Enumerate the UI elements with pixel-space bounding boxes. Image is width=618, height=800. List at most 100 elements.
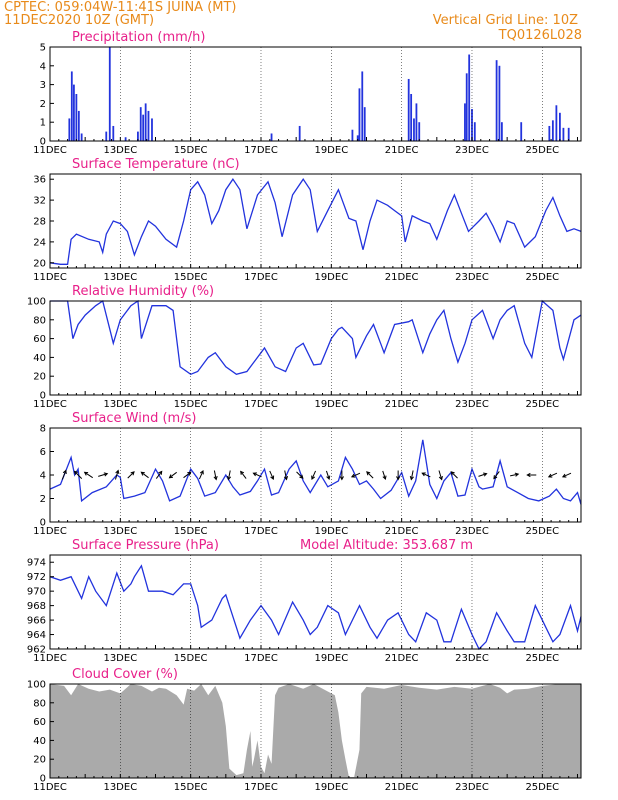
y-tick-label: 6: [40, 447, 46, 458]
x-tick-label: 13DEC: [103, 526, 137, 537]
precip-bar: [75, 94, 78, 141]
x-tick-label: 23DEC: [455, 653, 489, 664]
x-tick-label: 21DEC: [385, 526, 419, 537]
precip-bar: [151, 118, 153, 141]
precip-bar: [468, 54, 471, 141]
temperature-panel: Surface Temperature (nC) 20 24 28 32 36 11DEC 1…: [33, 157, 582, 283]
precip-bar: [363, 107, 366, 141]
wind-arrow: [73, 470, 83, 479]
y-tick-label: 20: [33, 258, 46, 269]
panel-frame: [49, 300, 582, 396]
y-tick-label: 964: [27, 630, 46, 641]
panel-title: Surface Temperature (nC): [72, 157, 240, 172]
wind-arrow: [561, 472, 572, 478]
x-tick-label: 13DEC: [103, 653, 137, 664]
wind-arrow: [510, 472, 520, 477]
wind-arrow: [168, 471, 177, 479]
wind-arrow: [269, 470, 275, 481]
wind-arrow: [350, 472, 361, 478]
x-tick-label: 13DEC: [103, 145, 137, 156]
wind-arrow: [83, 471, 94, 479]
precip-bar: [551, 120, 554, 141]
precip-bar: [562, 127, 565, 141]
panel-title: Precipitation (mm/h): [72, 30, 205, 45]
x-tick-label: 19DEC: [314, 782, 348, 793]
x-tick-label: 13DEC: [103, 782, 137, 793]
precip-bar: [356, 135, 359, 141]
precip-bar: [137, 131, 139, 141]
panel-frame: [49, 46, 582, 142]
precip-bar: [351, 129, 354, 141]
wind-arrow: [198, 469, 204, 480]
x-tick-label: 23DEC: [455, 526, 489, 537]
precip-bar: [410, 94, 413, 141]
precip-bar: [68, 118, 71, 141]
y-tick-label: 5: [40, 43, 46, 54]
x-tick-label: 11DEC: [33, 653, 67, 664]
precip-bar: [464, 103, 466, 141]
wind-arrow: [478, 472, 488, 477]
y-tick-label: 4: [40, 61, 46, 72]
x-tick-label: 11DEC: [33, 145, 67, 156]
y-tick-label: 100: [27, 297, 46, 308]
y-tick-label: 40: [33, 736, 46, 747]
y-tick-label: 60: [33, 717, 46, 728]
x-tick-label: 13DEC: [103, 272, 137, 283]
x-tick-label: 11DEC: [33, 272, 67, 283]
precip-bar: [142, 114, 145, 141]
series-line: [49, 564, 582, 651]
wind-arrow: [311, 470, 316, 481]
panel-frame: [49, 683, 582, 779]
panel-frame: [49, 554, 582, 650]
y-tick-label: 2: [40, 494, 46, 505]
x-tick-label: 15DEC: [174, 272, 208, 283]
vertical-grid-note: Vertical Grid Line: 10Z: [433, 13, 578, 28]
x-tick-label: 25DEC: [525, 399, 559, 410]
wind-arrow: [366, 471, 374, 479]
y-tick-label: 2: [40, 99, 46, 110]
precip-bar: [70, 71, 73, 141]
precip-bar: [418, 122, 421, 141]
series-line: [50, 299, 582, 376]
precip-bar: [73, 84, 75, 141]
precip-bar: [495, 60, 498, 141]
x-tick-label: 25DEC: [525, 526, 559, 537]
y-tick-label: 20: [33, 755, 46, 766]
wind-arrow: [409, 470, 414, 481]
x-tick-label: 25DEC: [525, 145, 559, 156]
wind-arrow: [226, 470, 232, 481]
panel-title: Surface Pressure (hPa): [72, 538, 219, 553]
header-line-1: CPTEC: 059:04W-11:41S JUINA (MT): [4, 0, 237, 15]
wind-arrow: [450, 471, 458, 479]
y-tick-label: 80: [33, 315, 46, 326]
wind-arrow: [438, 470, 443, 481]
header-line-2: 11DEC2020 10Z (GMT): [4, 13, 154, 28]
x-tick-label: 25DEC: [525, 653, 559, 664]
x-tick-label: 17DEC: [244, 399, 278, 410]
precip-bar: [358, 88, 361, 141]
model-altitude-label: Model Altitude: 353.687 m: [300, 538, 473, 553]
precip-bar: [144, 103, 147, 141]
precip-bar: [80, 133, 83, 141]
y-tick-label: 36: [33, 175, 46, 186]
y-tick-label: 28: [33, 217, 46, 228]
y-tick-label: 32: [33, 196, 46, 207]
wind-arrow: [127, 471, 135, 479]
x-tick-label: 13DEC: [103, 399, 137, 410]
y-tick-label: 962: [27, 645, 46, 656]
x-tick-label: 11DEC: [33, 782, 67, 793]
x-tick-label: 15DEC: [174, 653, 208, 664]
series-line: [49, 178, 582, 265]
y-tick-label: 970: [27, 587, 46, 598]
run-id: TQ0126L028: [498, 28, 582, 43]
precipitation-panel: Precipitation (mm/h) 0 1 2 3 4 5 11DEC 13DEC 15DE…: [33, 30, 582, 156]
x-tick-label: 23DEC: [455, 145, 489, 156]
precip-bar: [413, 118, 415, 141]
x-tick-label: 21DEC: [385, 145, 419, 156]
precip-bar: [498, 65, 501, 141]
wind-arrow: [325, 470, 331, 481]
y-tick-label: 974: [27, 558, 46, 569]
wind-arrow: [547, 472, 558, 478]
precip-bar: [465, 73, 468, 141]
